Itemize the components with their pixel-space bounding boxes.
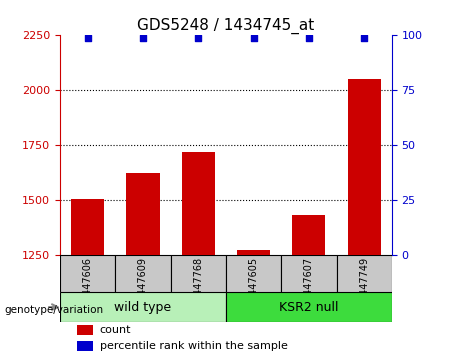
Point bbox=[305, 35, 313, 40]
Text: GSM447605: GSM447605 bbox=[248, 257, 259, 316]
Bar bbox=[126, 172, 160, 255]
Text: genotype/variation: genotype/variation bbox=[5, 305, 104, 315]
Point bbox=[361, 35, 368, 40]
Text: GSM447607: GSM447607 bbox=[304, 257, 314, 316]
Point bbox=[195, 35, 202, 40]
Text: GSM447609: GSM447609 bbox=[138, 257, 148, 316]
Point bbox=[250, 35, 257, 40]
FancyBboxPatch shape bbox=[115, 255, 171, 292]
FancyBboxPatch shape bbox=[60, 292, 226, 322]
Text: GSM447749: GSM447749 bbox=[359, 257, 369, 316]
Bar bbox=[71, 199, 104, 255]
Text: GSM447606: GSM447606 bbox=[83, 257, 93, 316]
FancyBboxPatch shape bbox=[337, 255, 392, 292]
Point bbox=[139, 35, 147, 40]
FancyBboxPatch shape bbox=[226, 292, 392, 322]
FancyBboxPatch shape bbox=[60, 255, 115, 292]
FancyBboxPatch shape bbox=[171, 255, 226, 292]
Bar bbox=[292, 215, 325, 255]
Text: percentile rank within the sample: percentile rank within the sample bbox=[100, 341, 288, 351]
Point bbox=[84, 35, 91, 40]
Text: GSM447768: GSM447768 bbox=[193, 257, 203, 316]
Title: GDS5248 / 1434745_at: GDS5248 / 1434745_at bbox=[137, 18, 314, 34]
Text: count: count bbox=[100, 325, 131, 335]
Bar bbox=[237, 251, 270, 255]
FancyBboxPatch shape bbox=[281, 255, 337, 292]
Bar bbox=[182, 152, 215, 255]
Text: KSR2 null: KSR2 null bbox=[279, 301, 339, 314]
Text: wild type: wild type bbox=[114, 301, 171, 314]
Bar bbox=[77, 325, 93, 335]
Bar bbox=[77, 341, 93, 351]
FancyBboxPatch shape bbox=[226, 255, 281, 292]
Bar bbox=[348, 79, 381, 255]
